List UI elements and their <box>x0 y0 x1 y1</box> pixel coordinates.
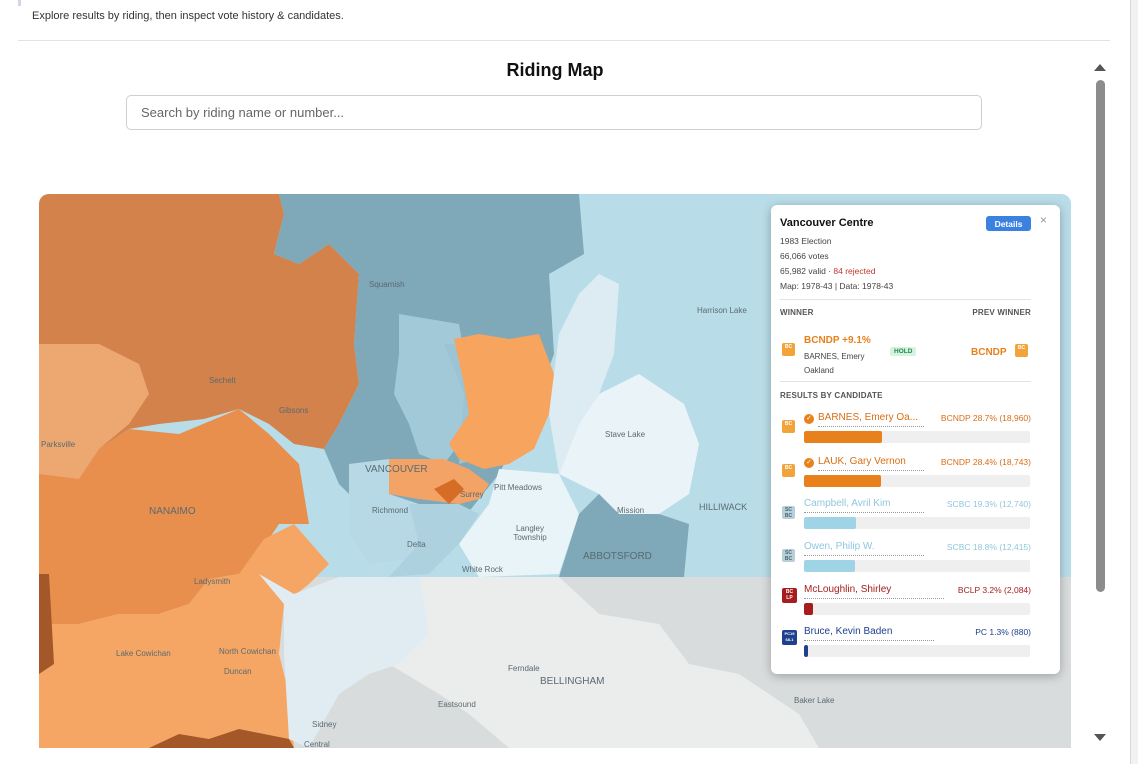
riding-west-edge[interactable] <box>39 574 54 674</box>
riding-saanich[interactable] <box>259 574 429 748</box>
riding-vancouver-centre-selected[interactable] <box>434 479 464 504</box>
candidate-share: SCBC 19.3% (12,740) <box>946 499 1031 509</box>
candidate-share: SCBC 18.8% (12,415) <box>946 542 1031 552</box>
vote-bar <box>804 645 1030 657</box>
popup-map-data: Map: 1978-43 | Data: 1978-43 <box>780 281 894 291</box>
scrollbar-thumb[interactable] <box>1096 80 1105 592</box>
candidate-row[interactable]: SC BC Owen, Philip W. SCBC 18.8% (12,415) <box>771 540 1060 576</box>
bcndp-logo-icon: BC <box>782 343 795 356</box>
candidate-row[interactable]: BC ✓ BARNES, Emery Oa... BCNDP 28.7% (18… <box>771 411 1060 447</box>
candidate-name: McLoughlin, Shirley <box>804 584 892 595</box>
candidate-share: BCNDP 28.4% (18,743) <box>940 457 1031 467</box>
riding-richmond[interactable] <box>349 459 429 564</box>
vote-bar <box>804 475 1030 487</box>
riding-abbotsford[interactable] <box>559 494 689 577</box>
riding-south-edge[interactable] <box>149 729 294 748</box>
winner-name: BARNES, Emery Oakland <box>804 352 865 375</box>
vote-bar-fill <box>804 475 881 487</box>
winner-party-margin: BCNDP +9.1% <box>804 335 871 346</box>
divider <box>780 299 1031 300</box>
riding-maple-ridge[interactable] <box>549 274 619 474</box>
hold-badge: HOLD <box>890 347 917 356</box>
candidate-name: Campbell, Avril Kim <box>804 498 891 509</box>
bcndp-logo-icon: BC <box>782 420 795 433</box>
page-header <box>18 0 1110 41</box>
riding-surrey[interactable] <box>459 469 579 577</box>
page-edge <box>1130 0 1131 764</box>
candidate-row[interactable]: SC BC Campbell, Avril Kim SCBC 19.3% (12,… <box>771 497 1060 533</box>
popup-rejected: 84 rejected <box>833 266 876 276</box>
vote-bar-fill <box>804 431 882 443</box>
candidate-row[interactable]: PC19 68-1 Bruce, Kevin Baden PC 1.3% (880… <box>771 625 1060 661</box>
winner-heading: WINNER <box>780 308 814 317</box>
riding-popup: Vancouver Centre Details × 1983 Election… <box>771 205 1060 674</box>
popup-valid: 65,982 valid <box>780 266 826 276</box>
riding-vancouver[interactable] <box>389 459 489 504</box>
riding-delta[interactable] <box>389 504 479 577</box>
dotted-leader <box>818 426 924 427</box>
bclp-logo-icon: BC LP <box>782 588 797 603</box>
dotted-leader <box>818 470 924 471</box>
dotted-leader <box>804 555 924 556</box>
candidate-name: BARNES, Emery Oa... <box>818 412 919 423</box>
dotted-leader <box>804 598 944 599</box>
prev-winner-party: BCNDP <box>971 347 1007 358</box>
dotted-leader <box>804 640 934 641</box>
candidate-share: BCLP 3.2% (2,084) <box>957 585 1031 595</box>
vote-bar-fill <box>804 645 808 657</box>
popup-valid-rejected: 65,982 valid · 84 rejected <box>780 266 875 276</box>
elected-check-icon: ✓ <box>804 414 814 424</box>
candidate-name: Owen, Philip W. <box>804 541 875 552</box>
map-title: Riding Map <box>506 60 604 80</box>
scroll-up-arrow-icon[interactable] <box>1094 64 1106 71</box>
vote-bar <box>804 603 1030 615</box>
popup-separator: · <box>825 266 834 276</box>
candidate-share: PC 1.3% (880) <box>975 627 1031 637</box>
popup-riding-name: Vancouver Centre <box>780 217 874 229</box>
basemap-land <box>339 577 819 748</box>
page-subtitle: Explore results by riding, then inspect … <box>32 10 344 22</box>
candidate-name: Bruce, Kevin Baden <box>804 626 893 637</box>
close-icon[interactable]: × <box>1040 213 1048 227</box>
vote-bar-fill <box>804 560 855 572</box>
vote-bar <box>804 431 1030 443</box>
riding-cowichan[interactable] <box>39 524 329 748</box>
candidate-row[interactable]: BC ✓ LAUK, Gary Vernon BCNDP 28.4% (18,7… <box>771 455 1060 491</box>
vote-bar <box>804 517 1030 529</box>
riding-coquitlam[interactable] <box>449 334 554 469</box>
riding-mission[interactable] <box>559 374 699 514</box>
riding-parksville[interactable] <box>39 344 149 494</box>
dotted-leader <box>804 512 924 513</box>
scbc-logo-icon: SC BC <box>782 506 795 519</box>
scbc-logo-icon: SC BC <box>782 549 795 562</box>
vote-bar <box>804 560 1030 572</box>
elected-check-icon: ✓ <box>804 458 814 468</box>
vote-bar-fill <box>804 517 856 529</box>
details-button[interactable]: Details <box>986 216 1031 231</box>
prev-winner-heading: PREV WINNER <box>972 308 1031 317</box>
candidate-share: BCNDP 28.7% (18,960) <box>940 413 1031 423</box>
header-accent <box>18 0 21 6</box>
scroll-down-arrow-icon[interactable] <box>1094 734 1106 741</box>
bcndp-logo-icon: BC <box>1015 344 1028 357</box>
divider <box>780 381 1031 382</box>
popup-votes: 66,066 votes <box>780 251 829 261</box>
popup-election: 1983 Election <box>780 236 832 246</box>
bcndp-logo-icon: BC <box>782 464 795 477</box>
vote-bar-fill <box>804 603 813 615</box>
riding-search-input[interactable] <box>126 95 982 130</box>
candidate-row[interactable]: BC LP McLoughlin, Shirley BCLP 3.2% (2,08… <box>771 583 1060 619</box>
results-heading: RESULTS BY CANDIDATE <box>780 391 883 400</box>
candidate-name: LAUK, Gary Vernon <box>818 456 906 467</box>
riding-nanaimo[interactable] <box>39 409 309 624</box>
pc-logo-icon: PC19 68-1 <box>782 630 797 645</box>
